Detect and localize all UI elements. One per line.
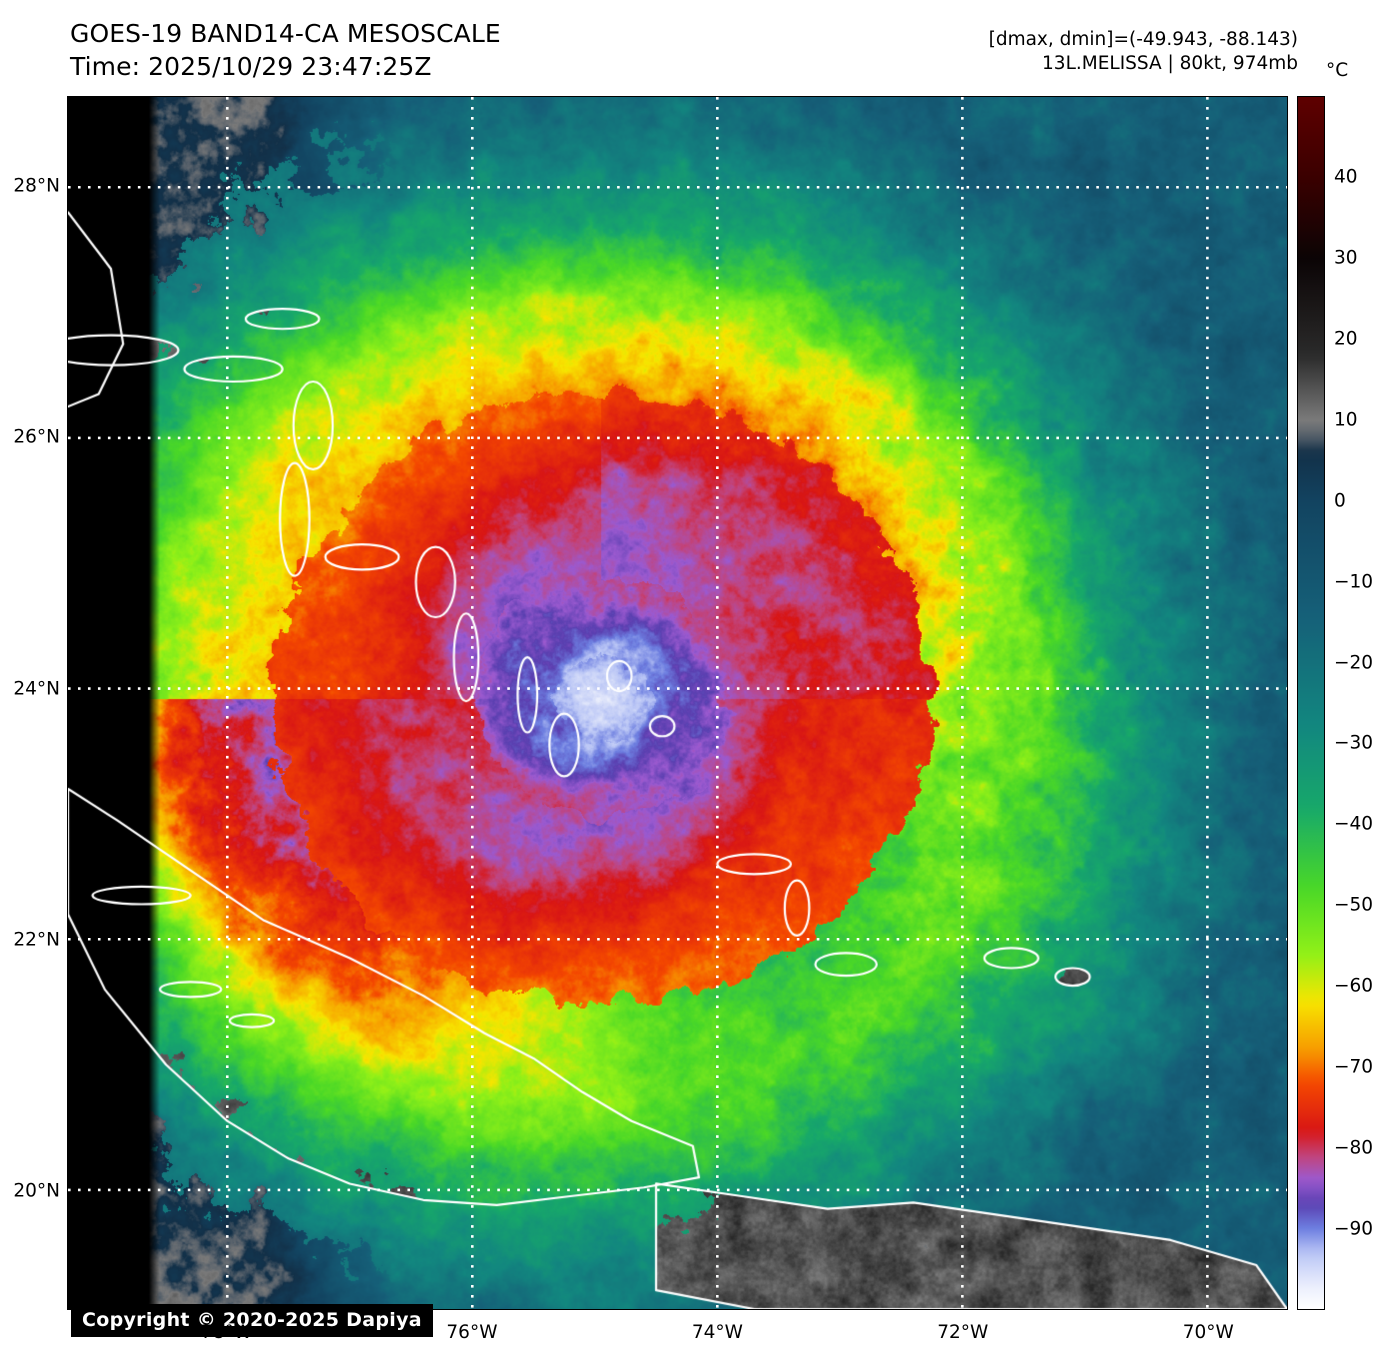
colorbar-tick--80: −80 bbox=[1334, 1137, 1374, 1159]
colorbar-unit-label: °C bbox=[1326, 60, 1349, 81]
colorbar-tick--50: −50 bbox=[1334, 894, 1374, 916]
satellite-image-plot bbox=[67, 96, 1288, 1310]
colorbar-tick--90: −90 bbox=[1334, 1218, 1374, 1240]
satellite-imagery-canvas bbox=[68, 97, 1287, 1309]
lat-tick-20: 20°N bbox=[13, 1180, 60, 1202]
colorbar-tick--60: −60 bbox=[1334, 975, 1374, 997]
colorbar-tick--30: −30 bbox=[1334, 732, 1374, 754]
lat-tick-24: 24°N bbox=[13, 678, 60, 700]
colorbar-gradient bbox=[1298, 97, 1324, 1309]
timestamp-label: Time: 2025/10/29 23:47:25Z bbox=[70, 51, 432, 81]
storm-info-label: 13L.MELISSA | 80kt, 974mb bbox=[1042, 53, 1298, 75]
lat-tick-22: 22°N bbox=[13, 929, 60, 951]
lon-tick-74: 74°W bbox=[691, 1322, 743, 1343]
product-title: GOES-19 BAND14-CA MESOSCALE bbox=[70, 19, 501, 48]
colorbar-tick-20: 20 bbox=[1334, 328, 1358, 350]
lon-tick-70: 70°W bbox=[1182, 1322, 1234, 1343]
colorbar-tick--20: −20 bbox=[1334, 652, 1374, 674]
colorbar-tick-10: 10 bbox=[1334, 409, 1358, 431]
dmax-dmin-label: [dmax, dmin]=(-49.943, -88.143) bbox=[988, 29, 1298, 50]
title-block: GOES-19 BAND14-CA MESOSCALE Time: 2025/1… bbox=[70, 18, 501, 83]
colorbar-tick-30: 30 bbox=[1334, 247, 1358, 269]
metadata-block: [dmax, dmin]=(-49.943, -88.143) 13L.MELI… bbox=[989, 28, 1298, 77]
colorbar-tick-0: 0 bbox=[1334, 490, 1346, 512]
copyright-text: Copyright © 2020-2025 Dapiya bbox=[82, 1309, 422, 1331]
colorbar-tick--10: −10 bbox=[1334, 571, 1374, 593]
lat-tick-28: 28°N bbox=[13, 175, 60, 197]
copyright-watermark: Copyright © 2020-2025 Dapiya bbox=[71, 1304, 433, 1337]
graticule-grid bbox=[68, 97, 1287, 1309]
lon-tick-76: 76°W bbox=[446, 1322, 498, 1343]
colorbar-tick-40: 40 bbox=[1334, 166, 1358, 188]
temperature-colorbar bbox=[1297, 96, 1325, 1310]
colorbar-tick--70: −70 bbox=[1334, 1056, 1374, 1078]
lat-tick-26: 26°N bbox=[13, 426, 60, 448]
lon-tick-78: 78°W bbox=[200, 1322, 253, 1343]
colorbar-tick--40: −40 bbox=[1334, 813, 1374, 835]
lon-tick-72: 72°W bbox=[937, 1322, 989, 1343]
